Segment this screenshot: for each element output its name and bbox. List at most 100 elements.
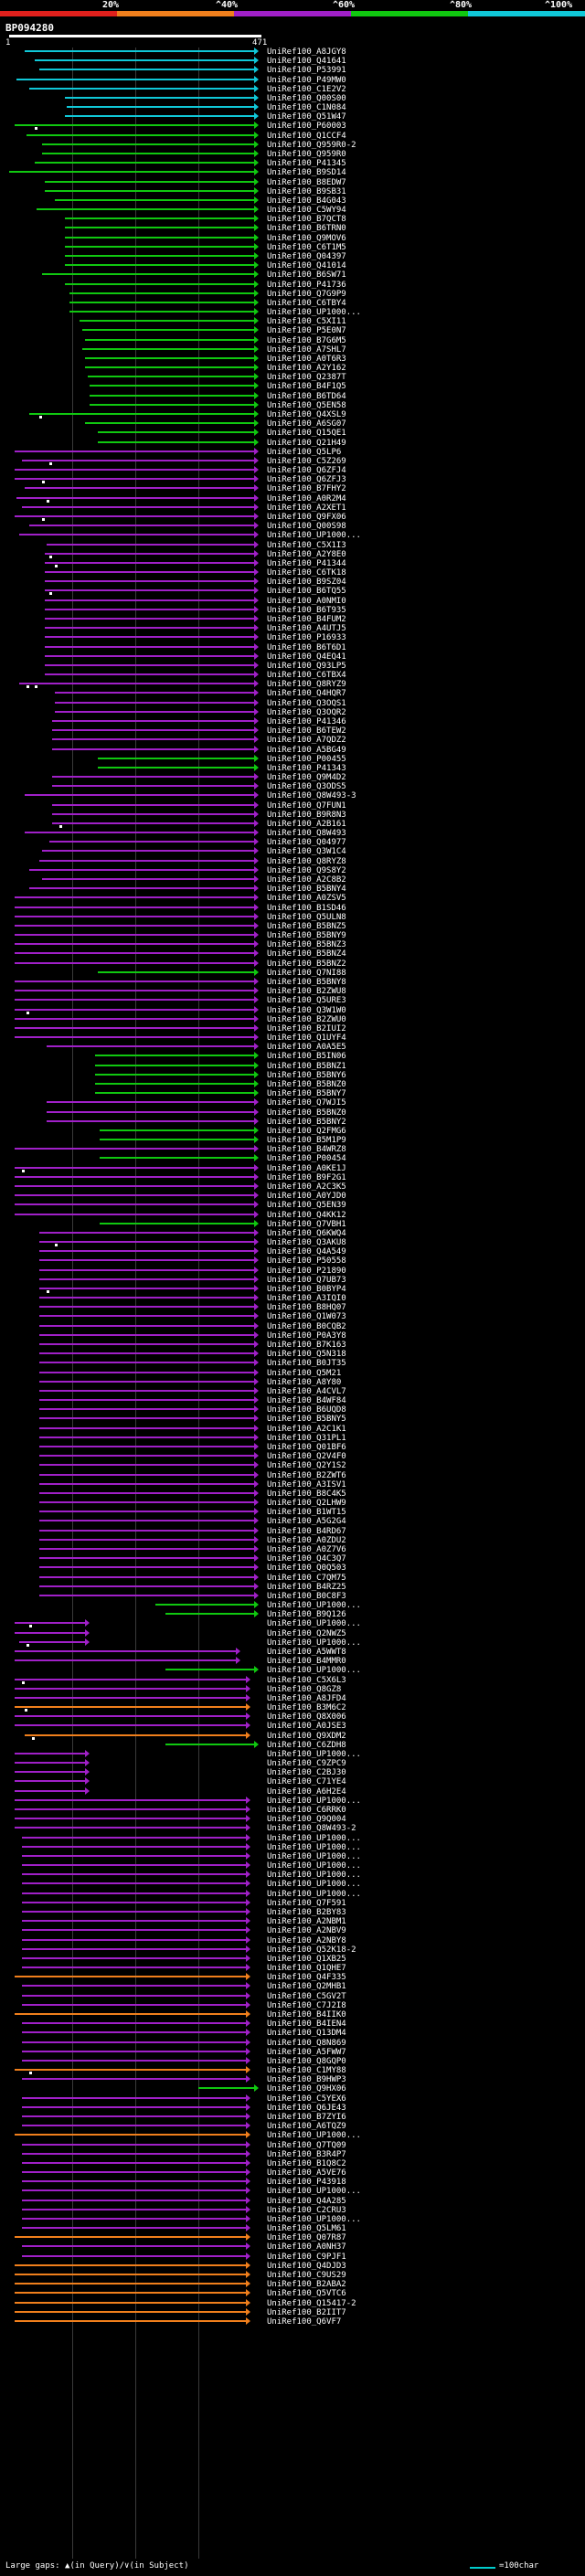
hit-bar[interactable] bbox=[24, 794, 254, 797]
hit-label[interactable]: UniRef100_UP1000... bbox=[267, 2187, 361, 2197]
hit-label[interactable]: UniRef100_P49MW0 bbox=[267, 75, 346, 85]
hit-label[interactable]: UniRef100_A2Y162 bbox=[267, 364, 346, 374]
hit-bar[interactable] bbox=[41, 878, 254, 881]
hit-bar[interactable] bbox=[44, 654, 254, 657]
hit-bar[interactable] bbox=[39, 1585, 254, 1587]
hit-bar[interactable] bbox=[44, 645, 254, 648]
hit-label[interactable]: UniRef100_Q959R0-2 bbox=[267, 140, 356, 150]
hit-label[interactable]: UniRef100_B5M1P9 bbox=[267, 1136, 346, 1146]
hit-label[interactable]: UniRef100_Q9S8Y2 bbox=[267, 865, 346, 875]
hit-bar[interactable] bbox=[39, 1538, 254, 1541]
hit-bar[interactable] bbox=[41, 850, 254, 853]
hit-bar[interactable] bbox=[64, 217, 254, 220]
hit-bar[interactable] bbox=[64, 227, 254, 229]
hit-bar[interactable] bbox=[39, 1333, 254, 1336]
hit-bar[interactable] bbox=[14, 2263, 247, 2266]
hit-label[interactable]: UniRef100_A0ZDU2 bbox=[267, 1535, 346, 1545]
hit-bar[interactable] bbox=[100, 1222, 254, 1224]
hit-label[interactable]: UniRef100_Q4EQ41 bbox=[267, 652, 346, 662]
hit-bar[interactable] bbox=[14, 1789, 85, 1792]
hit-bar[interactable] bbox=[14, 1166, 254, 1169]
hit-bar[interactable] bbox=[39, 1575, 254, 1578]
hit-bar[interactable] bbox=[14, 1771, 85, 1774]
hit-bar[interactable] bbox=[67, 106, 254, 109]
hit-bar[interactable] bbox=[51, 719, 254, 722]
hit-label[interactable]: UniRef100_B3R4P7 bbox=[267, 2149, 346, 2159]
hit-label[interactable]: UniRef100_Q4HQR7 bbox=[267, 689, 346, 699]
hit-label[interactable]: UniRef100_B4F1Q5 bbox=[267, 382, 346, 392]
hit-label[interactable]: UniRef100_UP1000... bbox=[267, 1842, 361, 1852]
hit-label[interactable]: UniRef100_A5WWT8 bbox=[267, 1647, 346, 1657]
hit-label[interactable]: UniRef100_B0BYP4 bbox=[267, 1284, 346, 1294]
hit-label[interactable]: UniRef100_Q6ZFJ4 bbox=[267, 466, 346, 476]
hit-label[interactable]: UniRef100_Q3OQR2 bbox=[267, 707, 346, 717]
hit-label[interactable]: UniRef100_Q7UB73 bbox=[267, 1275, 346, 1285]
hit-label[interactable]: UniRef100_Q3W1C4 bbox=[267, 847, 346, 857]
hit-label[interactable]: UniRef100_B2BY83 bbox=[267, 1908, 346, 1917]
hit-bar[interactable] bbox=[14, 1715, 247, 1718]
hit-bar[interactable] bbox=[14, 2283, 247, 2285]
hit-bar[interactable] bbox=[39, 1287, 254, 1289]
hit-label[interactable]: UniRef100_B6TEW2 bbox=[267, 726, 346, 737]
hit-label[interactable]: UniRef100_UP1000... bbox=[267, 2214, 361, 2224]
hit-bar[interactable] bbox=[39, 859, 254, 862]
hit-bar[interactable] bbox=[14, 1036, 254, 1039]
hit-label[interactable]: UniRef100_C5WY94 bbox=[267, 206, 346, 216]
hit-label[interactable]: UniRef100_C2CRU3 bbox=[267, 2205, 346, 2215]
hit-bar[interactable] bbox=[14, 990, 254, 992]
hit-bar[interactable] bbox=[39, 1352, 254, 1355]
hit-bar[interactable] bbox=[39, 1455, 254, 1458]
hit-label[interactable]: UniRef100_B4G043 bbox=[267, 196, 346, 206]
hit-label[interactable]: UniRef100_A0R2M4 bbox=[267, 493, 346, 504]
hit-bar[interactable] bbox=[39, 1529, 254, 1532]
hit-bar[interactable] bbox=[14, 1687, 247, 1690]
hit-bar[interactable] bbox=[14, 1175, 254, 1178]
hit-bar[interactable] bbox=[100, 1139, 254, 1141]
hit-label[interactable]: UniRef100_Q15QE1 bbox=[267, 429, 346, 439]
hit-label[interactable]: UniRef100_Q13DM4 bbox=[267, 2029, 346, 2039]
hit-label[interactable]: UniRef100_P53991 bbox=[267, 66, 346, 76]
hit-bar[interactable] bbox=[82, 347, 254, 350]
hit-bar[interactable] bbox=[21, 1966, 247, 1969]
hit-bar[interactable] bbox=[21, 1938, 247, 1941]
hit-label[interactable]: UniRef100_A0KE1J bbox=[267, 1163, 346, 1173]
hit-label[interactable]: UniRef100_C2BJ30 bbox=[267, 1768, 346, 1778]
hit-label[interactable]: UniRef100_Q6KWQ4 bbox=[267, 1228, 346, 1238]
hit-bar[interactable] bbox=[39, 1324, 254, 1327]
hit-bar[interactable] bbox=[39, 1491, 254, 1494]
hit-label[interactable]: UniRef100_B9Q126 bbox=[267, 1610, 346, 1620]
hit-label[interactable]: UniRef100_Q1W073 bbox=[267, 1312, 346, 1322]
hit-bar[interactable] bbox=[51, 822, 254, 824]
hit-bar[interactable] bbox=[14, 2134, 247, 2136]
hit-bar[interactable] bbox=[44, 189, 254, 192]
hit-bar[interactable] bbox=[14, 1976, 247, 1978]
hit-label[interactable]: UniRef100_A8JGY8 bbox=[267, 48, 346, 57]
hit-bar[interactable] bbox=[39, 1557, 254, 1560]
hit-bar[interactable] bbox=[51, 747, 254, 750]
hit-label[interactable]: UniRef100_UP1000... bbox=[267, 308, 361, 318]
hit-label[interactable]: UniRef100_B6SW71 bbox=[267, 270, 346, 281]
hit-label[interactable]: UniRef100_C6TBY4 bbox=[267, 298, 346, 308]
hit-label[interactable]: UniRef100_B4RZ25 bbox=[267, 1582, 346, 1592]
hit-bar[interactable] bbox=[82, 329, 254, 332]
hit-label[interactable]: UniRef100_Q6VF7 bbox=[267, 2316, 342, 2327]
hit-label[interactable]: UniRef100_UP1000... bbox=[267, 1601, 361, 1611]
hit-label[interactable]: UniRef100_A0JSE3 bbox=[267, 1722, 346, 1732]
hit-bar[interactable] bbox=[84, 366, 254, 369]
hit-label[interactable]: UniRef100_A0ZSV5 bbox=[267, 894, 346, 904]
hit-bar[interactable] bbox=[39, 1259, 254, 1262]
hit-bar[interactable] bbox=[21, 2115, 247, 2117]
hit-label[interactable]: UniRef100_Q1QHE7 bbox=[267, 1964, 346, 1974]
hit-bar[interactable] bbox=[39, 1594, 254, 1596]
hit-bar[interactable] bbox=[64, 96, 254, 99]
hit-bar[interactable] bbox=[14, 1184, 254, 1187]
hit-bar[interactable] bbox=[21, 2078, 247, 2081]
hit-bar[interactable] bbox=[14, 906, 254, 908]
hit-bar[interactable] bbox=[21, 1845, 247, 1848]
hit-label[interactable]: UniRef100_UP1000... bbox=[267, 1833, 361, 1843]
hit-bar[interactable] bbox=[49, 841, 254, 843]
hit-bar[interactable] bbox=[14, 1752, 85, 1754]
hit-bar[interactable] bbox=[21, 1873, 247, 1876]
hit-bar[interactable] bbox=[21, 1929, 247, 1932]
hit-label[interactable]: UniRef100_B6TD64 bbox=[267, 391, 346, 401]
